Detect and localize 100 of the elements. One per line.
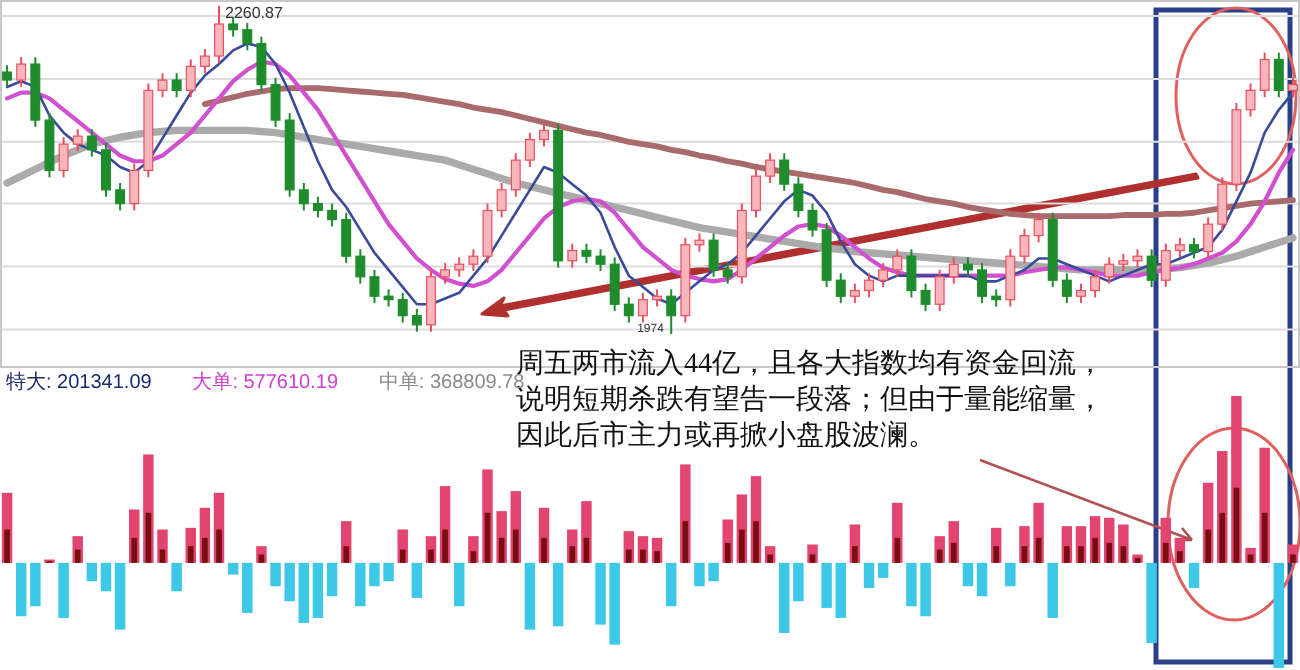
candlestick xyxy=(948,256,959,285)
candlestick xyxy=(920,282,931,313)
candlestick xyxy=(793,176,804,219)
candlestick xyxy=(129,162,140,212)
candlestick xyxy=(1189,236,1199,260)
candlestick xyxy=(666,288,677,335)
candlestick xyxy=(214,4,224,64)
candlestick xyxy=(1287,76,1298,99)
bar xyxy=(1005,562,1016,587)
candlestick xyxy=(58,136,69,179)
candlestick xyxy=(482,202,493,265)
candlestick xyxy=(1061,272,1072,305)
candlestick xyxy=(1174,236,1185,259)
candlestick xyxy=(101,141,111,198)
candlestick xyxy=(864,272,874,299)
bar xyxy=(1078,546,1084,563)
candlestick xyxy=(327,202,338,228)
candlestick xyxy=(72,128,83,152)
bar xyxy=(15,562,27,617)
bar xyxy=(114,562,126,630)
bar xyxy=(4,529,10,563)
candlestick xyxy=(1104,256,1115,285)
bar xyxy=(1092,537,1098,563)
bar xyxy=(1261,512,1268,563)
candlestick xyxy=(228,16,239,38)
bar xyxy=(312,562,324,618)
candlestick xyxy=(765,152,776,184)
candlestick xyxy=(468,248,479,273)
bar xyxy=(950,542,957,563)
candlestick xyxy=(878,262,889,289)
candlestick xyxy=(1245,82,1256,118)
candlestick xyxy=(1090,268,1101,299)
candlestick xyxy=(454,256,465,278)
bar xyxy=(793,562,804,602)
bar xyxy=(411,562,423,598)
bar xyxy=(640,549,646,563)
bar xyxy=(100,562,112,592)
bar xyxy=(86,562,98,582)
bar xyxy=(242,562,253,613)
candlestick xyxy=(199,48,210,75)
candlestick xyxy=(1259,51,1270,99)
candlestick xyxy=(1160,242,1171,289)
bar xyxy=(470,551,477,563)
candlestick xyxy=(86,128,97,158)
candlestick xyxy=(623,296,634,324)
bar xyxy=(1021,546,1028,563)
bar xyxy=(753,521,759,563)
bar xyxy=(739,529,745,563)
candlestick xyxy=(539,122,549,148)
candlestick xyxy=(256,35,267,93)
candlestick xyxy=(1273,51,1284,99)
candlestick xyxy=(115,182,126,212)
bar xyxy=(1120,546,1127,563)
text: 特大: 201341.09 xyxy=(6,370,153,394)
bar xyxy=(343,546,350,563)
annotation: 2260.87 xyxy=(225,3,284,22)
candlestick xyxy=(2,64,13,88)
candlestick xyxy=(298,182,309,212)
bar xyxy=(1064,546,1070,563)
candlestick xyxy=(369,268,380,305)
bar xyxy=(1177,551,1183,563)
candlestick xyxy=(242,21,253,52)
candlestick xyxy=(1203,216,1214,260)
bar xyxy=(1290,554,1296,563)
bar xyxy=(399,549,406,563)
bar xyxy=(962,562,974,587)
candlestick xyxy=(355,248,366,285)
candlestick xyxy=(496,182,507,219)
text: 大单: 577610.19 xyxy=(192,370,339,394)
bar xyxy=(1219,512,1226,563)
bar xyxy=(1205,529,1211,563)
bar xyxy=(821,562,832,608)
bar xyxy=(524,562,536,630)
candlestick xyxy=(637,291,648,324)
bar xyxy=(216,529,222,563)
bar xyxy=(552,562,564,627)
bar xyxy=(835,562,846,618)
bar xyxy=(1162,542,1169,563)
bar xyxy=(30,562,41,607)
bar xyxy=(625,549,632,563)
bar xyxy=(894,537,901,563)
candlestick xyxy=(1033,211,1044,244)
candlestick xyxy=(312,195,323,219)
candlestick xyxy=(1005,248,1016,308)
candlestick xyxy=(708,232,719,278)
bar xyxy=(442,529,448,563)
candlestick xyxy=(595,248,606,273)
candlestick xyxy=(397,291,408,324)
bar xyxy=(227,562,239,575)
bar xyxy=(767,554,773,563)
bar xyxy=(1273,562,1285,668)
candlestick xyxy=(849,282,860,305)
candlestick xyxy=(1217,176,1228,233)
candlestick xyxy=(185,58,196,99)
bar xyxy=(852,546,858,563)
candlestick xyxy=(171,72,182,99)
bar xyxy=(779,562,790,633)
bar xyxy=(326,562,338,597)
bar xyxy=(877,562,889,578)
candlestick xyxy=(440,262,451,285)
